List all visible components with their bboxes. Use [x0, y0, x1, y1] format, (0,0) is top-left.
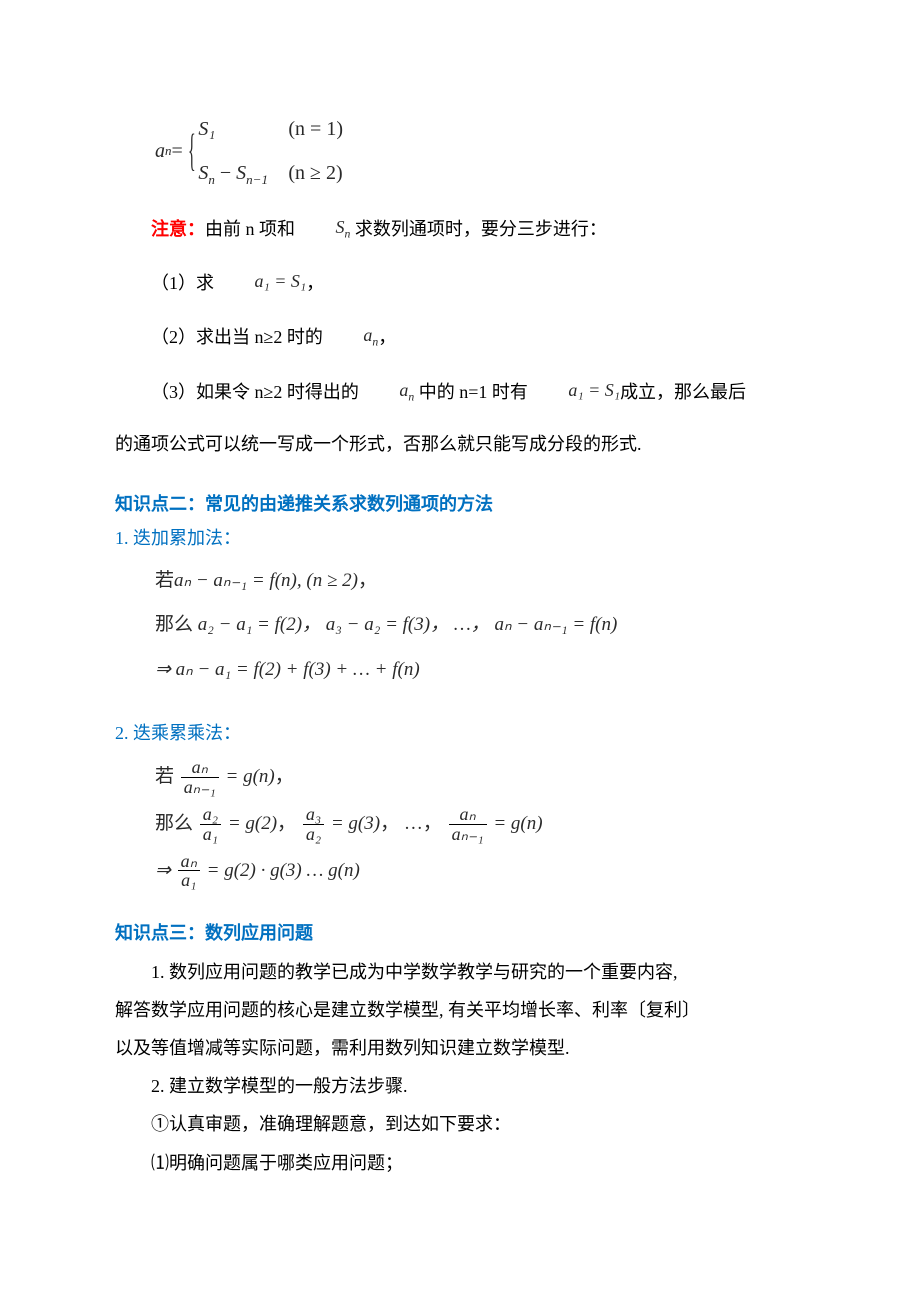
kp2-m1-l1-post: ， — [358, 570, 377, 591]
kp2-m2-l1-tail: ， — [275, 766, 294, 787]
piecewise-row1-right: (n = 1) — [288, 110, 378, 148]
kp2-m2-frac5-num: aₙ — [178, 852, 200, 871]
kp2-m2-l1-pre: 若 — [155, 766, 174, 787]
kp2-m2-frac4-den: aₙ₋₁ — [449, 825, 487, 844]
piecewise-row-1: S₁ (n = 1) — [198, 110, 378, 148]
kp3-p1a: 1. 数列应用问题的教学已成为中学数学教学与研究的一个重要内容, — [115, 955, 805, 989]
note-step3-eq: a₁ = S₁ — [532, 373, 620, 407]
note-step2-suffix: ， — [378, 327, 396, 347]
kp2-m2-eq1: 若 aₙ aₙ₋₁ = g(n)， — [155, 758, 805, 797]
note-step2-prefix: （2）求出当 n≥2 时的 — [151, 327, 327, 347]
knowledge-point-3: 知识点三：数列应用问题 1. 数列应用问题的教学已成为中学数学教学与研究的一个重… — [115, 916, 805, 1179]
kp2-m2-frac2-den: a₁ — [200, 825, 221, 844]
kp2-title: 知识点二：常见的由递推关系求数列通项的方法 — [115, 487, 805, 521]
piecewise-rows: S₁ (n = 1) Sn − Sn−1 (n ≥ 2) — [198, 110, 378, 192]
note-step3-b: 中的 n=1 时有 — [414, 382, 532, 402]
kp2-m1-eq3: ⇒ aₙ − a₁ = f(2) + f(3) + … + f(n) — [155, 652, 805, 688]
note-sn: Sn — [300, 210, 351, 244]
kp2-m1-eq2: 那么 a₂ − a₁ = f(2)， a₃ − a₂ = f(3)， …， aₙ… — [155, 607, 805, 643]
kp2-m2-l2-eq2: = g(3) — [331, 812, 380, 833]
note-sn-s: S — [336, 217, 345, 237]
kp2-m2-l2-eq3: = g(n) — [493, 812, 542, 833]
piecewise-eq: = — [172, 132, 183, 170]
kp2-m2-l2-sep1: ， — [277, 812, 301, 833]
document-page: an = { S₁ (n = 1) Sn − Sn−1 (n ≥ 2) 注意：由… — [0, 0, 920, 1244]
kp2-m2-eq2: 那么 a₂ a₁ = g(2)， a₃ a₂ = g(3)， …， aₙ aₙ₋… — [155, 805, 805, 844]
note-step2-math: an — [327, 318, 378, 352]
kp2-m2-frac1-num: aₙ — [189, 758, 211, 777]
note-step3-c: 成立，那么最后 — [620, 382, 746, 402]
kp2-m2-frac4-num: aₙ — [457, 805, 479, 824]
piecewise-row2-left: Sn − Sn−1 — [198, 154, 288, 192]
kp2-m2-frac5-den: a₁ — [178, 871, 199, 890]
piecewise-definition: an = { S₁ (n = 1) Sn − Sn−1 (n ≥ 2) — [155, 110, 805, 192]
piecewise-r2-minus: − — [215, 162, 236, 184]
kp2-m2-frac4: aₙ aₙ₋₁ — [449, 805, 487, 844]
kp2-method1-title: 1. 迭加累加法： — [115, 521, 805, 555]
kp2-m2-frac3: a₃ a₂ — [303, 805, 324, 844]
kp3-p2: 2. 建立数学模型的一般方法步骤. — [115, 1069, 805, 1103]
kp2-m2-l3-post: = g(2) · g(3) … g(n) — [207, 859, 360, 880]
brace-icon: { — [188, 107, 196, 194]
kp2-m2-l1-post: = g(n) — [226, 766, 275, 787]
kp3-p1c: 以及等值增减等实际问题，需利用数列知识建立数学模型. — [115, 1031, 805, 1065]
kp3-p4: ⑴明确问题属于哪类应用问题； — [115, 1146, 805, 1180]
kp2-m2-l3-pre: ⇒ — [155, 859, 176, 880]
kp2-m2-l2-eq1: = g(2) — [228, 812, 277, 833]
kp2-m2-l2-sep2: ， …， — [380, 812, 447, 833]
knowledge-point-2: 知识点二：常见的由递推关系求数列通项的方法 1. 迭加累加法： 若aₙ − aₙ… — [115, 487, 805, 890]
note-step1-suffix: ， — [306, 273, 324, 293]
note-before-sn: 由前 n 项和 — [205, 219, 300, 239]
note-step1-math: a₁ = S₁ — [219, 264, 307, 298]
piecewise-r2-sa: S — [198, 162, 208, 184]
kp2-m1-l1-pre: 若 — [155, 570, 174, 591]
kp2-m1-eq1: 若aₙ − aₙ₋₁ = f(n), (n ≥ 2)， — [155, 563, 805, 599]
note-step-1: （1）求 a₁ = S₁， — [115, 264, 805, 300]
kp2-method2-title: 2. 迭乘累乘法： — [115, 716, 805, 750]
kp3-title: 知识点三：数列应用问题 — [115, 916, 805, 950]
note-paragraph: 注意：由前 n 项和 Sn 求数列通项时，要分三步进行： — [115, 210, 805, 246]
note-step3-an: an — [363, 373, 414, 407]
kp3-p1b: 解答数学应用问题的核心是建立数学模型, 有关平均增长率、利率〔复利〕 — [115, 993, 805, 1027]
piecewise-row-2: Sn − Sn−1 (n ≥ 2) — [198, 154, 378, 192]
kp3-p3: ①认真审题，准确理解题意，到达如下要求： — [115, 1107, 805, 1141]
note-step-3-line2: 的通项公式可以统一写成一个形式，否那么就只能写成分段的形式. — [115, 427, 805, 461]
kp2-m2-l2-pre: 那么 — [155, 812, 198, 833]
note-step1-prefix: （1）求 — [151, 273, 219, 293]
kp2-m2-frac2-num: a₂ — [200, 805, 221, 824]
note-step3-a: （3）如果令 n≥2 时得出的 — [151, 382, 363, 402]
piecewise-row1-left: S₁ — [198, 110, 288, 148]
note-step-2: （2）求出当 n≥2 时的 an， — [115, 318, 805, 354]
kp2-m2-frac1: aₙ aₙ₋₁ — [181, 758, 219, 797]
kp2-m1-l2-pre: 那么 — [155, 614, 198, 635]
kp2-m2-frac2: a₂ a₁ — [200, 805, 221, 844]
piecewise-row2-right: (n ≥ 2) — [288, 154, 378, 192]
note-label: 注意： — [151, 219, 205, 239]
kp2-m1-l2: a₂ − a₁ = f(2)， a₃ − a₂ = f(3)， …， aₙ − … — [198, 614, 618, 635]
kp2-m1-l1: aₙ − aₙ₋₁ = f(n), (n ≥ 2) — [174, 570, 358, 591]
kp2-m2-frac3-den: a₂ — [303, 825, 324, 844]
note-after-sn: 求数列通项时，要分三步进行： — [350, 219, 607, 239]
kp2-m2-frac3-num: a₃ — [303, 805, 324, 824]
piecewise-lhs-var: a — [155, 132, 165, 170]
kp2-m2-eq3: ⇒ aₙ a₁ = g(2) · g(3) … g(n) — [155, 852, 805, 891]
kp2-m2-frac1-den: aₙ₋₁ — [181, 778, 219, 797]
kp2-m2-frac5: aₙ a₁ — [178, 852, 200, 891]
piecewise-r2-sb: S — [236, 162, 246, 184]
note-step-3: （3）如果令 n≥2 时得出的 an 中的 n=1 时有 a₁ = S₁成立，那… — [115, 373, 805, 409]
piecewise-r2-sb-sub: n−1 — [246, 172, 268, 187]
